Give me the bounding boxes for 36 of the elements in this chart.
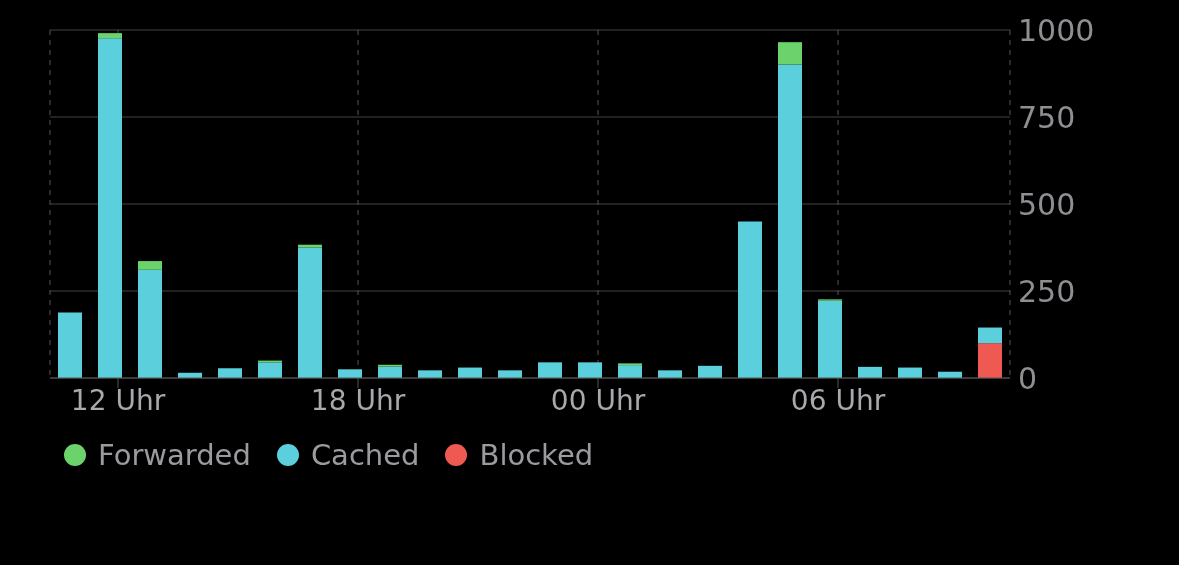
- bar: [58, 312, 82, 378]
- bar: [978, 327, 1002, 344]
- x-tick-label: 18 Uhr: [310, 383, 406, 417]
- bar: [98, 33, 122, 39]
- bar: [858, 366, 882, 378]
- y-tick-label: 1000: [1018, 12, 1095, 48]
- bar: [538, 362, 562, 378]
- bar: [738, 221, 762, 378]
- bar: [498, 370, 522, 378]
- bar: [978, 343, 1002, 378]
- legend-label: Cached: [310, 438, 420, 472]
- legend-label: Blocked: [479, 438, 594, 472]
- bar: [98, 38, 122, 378]
- legend-label: Forwarded: [98, 438, 251, 472]
- bar: [658, 370, 682, 378]
- bar: [778, 42, 802, 65]
- x-tick-label: 00 Uhr: [550, 383, 646, 417]
- y-tick-label: 500: [1018, 186, 1076, 222]
- bar: [618, 365, 642, 378]
- bar: [338, 369, 362, 378]
- bar: [778, 64, 802, 378]
- bar: [138, 269, 162, 378]
- bar: [138, 261, 162, 270]
- y-tick-label: 250: [1018, 273, 1076, 309]
- bar: [298, 244, 322, 248]
- bar: [818, 300, 842, 378]
- y-tick-label: 0: [1018, 360, 1038, 396]
- bar: [258, 362, 282, 378]
- x-tick-label: 06 Uhr: [790, 383, 886, 417]
- bar: [418, 370, 442, 378]
- bar: [218, 368, 242, 378]
- x-tick-label: 12 Uhr: [70, 383, 166, 417]
- bar: [578, 362, 602, 378]
- y-tick-label: 750: [1018, 99, 1076, 135]
- bar: [298, 247, 322, 378]
- bar: [698, 365, 722, 378]
